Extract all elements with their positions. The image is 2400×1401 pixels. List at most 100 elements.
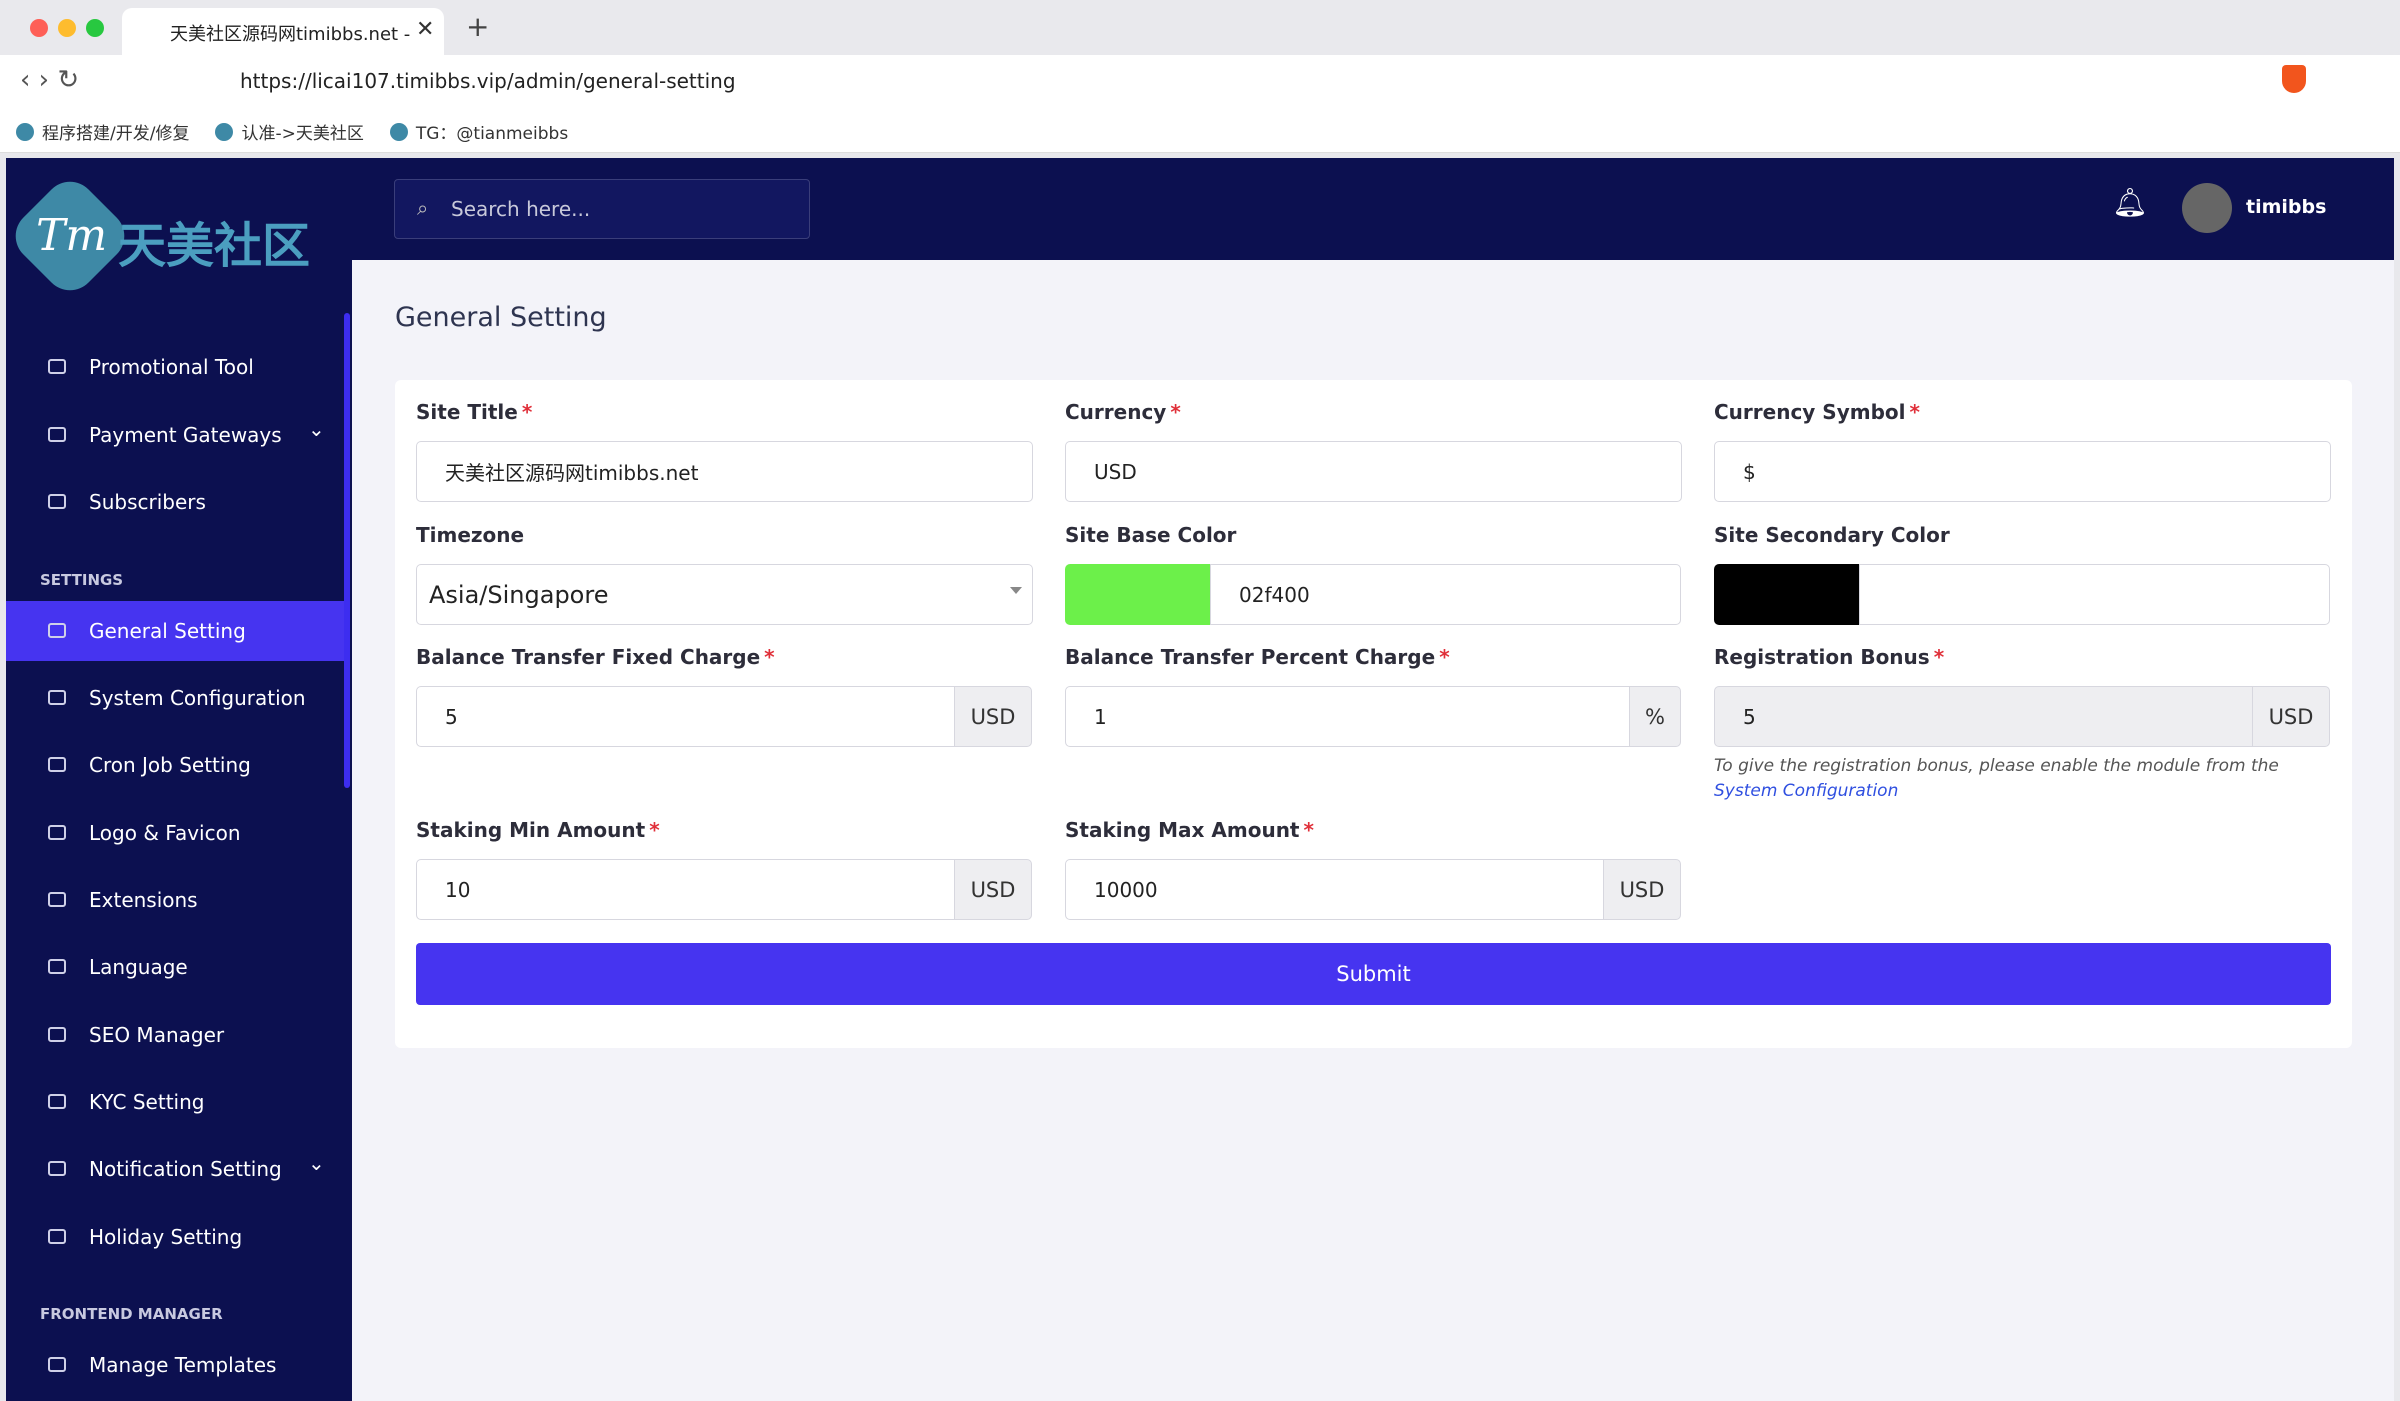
text-input[interactable]: 5 <box>1714 686 2253 747</box>
nav-label: System Configuration <box>89 686 306 710</box>
select-arrow <box>1010 587 1022 600</box>
text-input[interactable]: $ <box>1714 441 2331 502</box>
search-box[interactable]: ⌕ Search here... <box>394 179 810 239</box>
field-label: Timezone <box>416 523 524 547</box>
tab-bar: 天美社区源码网timibbs.net - C ✕ + <box>0 0 2400 55</box>
text-input[interactable]: USD <box>1065 441 1682 502</box>
url[interactable]: https://licai107.timibbs.vip/admin/gener… <box>240 69 736 93</box>
color-input[interactable] <box>1859 564 2330 625</box>
search-placeholder: Search here... <box>451 197 591 221</box>
nav-item[interactable]: General Setting <box>6 601 344 661</box>
nav-icon <box>48 1094 66 1109</box>
input-suffix: % <box>1629 686 1681 747</box>
input-value: 5 <box>445 704 458 729</box>
field-label: Balance Transfer Fixed Charge * <box>416 645 775 669</box>
nav-label: Payment Gateways <box>89 423 282 447</box>
nav-label: Subscribers <box>89 490 206 514</box>
nav-icon <box>48 1027 66 1042</box>
bookmark-icon <box>16 122 34 141</box>
nav-icon <box>48 690 66 705</box>
input-value: USD <box>1094 459 1137 484</box>
input-value: $ <box>1743 459 1756 484</box>
nav-item[interactable]: Manage Templates <box>6 1335 344 1395</box>
tab-title: 天美社区源码网timibbs.net - C <box>170 24 410 45</box>
nav-item[interactable]: Cron Job Setting <box>6 735 344 795</box>
nav-caret: ⌄ <box>308 1151 325 1175</box>
text-input[interactable]: 10 <box>416 859 955 920</box>
avatar[interactable] <box>2182 183 2232 233</box>
settings-card: Site Title * 天美社区源码网timibbs.net Currency * US… <box>395 380 2352 1048</box>
nav-caret: ⌄ <box>308 417 325 441</box>
input-value: 10000 <box>1094 877 1158 902</box>
label-text: Site Secondary Color <box>1714 523 1950 547</box>
input-value: Asia/Singapore <box>429 580 609 609</box>
nav-icon <box>48 427 66 442</box>
label-text: Currency <box>1065 400 1167 424</box>
field-label: Currency * <box>1065 400 1181 424</box>
input-suffix: USD <box>2252 686 2330 747</box>
input-suffix: USD <box>954 686 1032 747</box>
top-header: ⌕ Search here... 🔔︎ timibbs <box>352 158 2394 260</box>
nav-item[interactable]: Promotional Tool <box>6 337 344 397</box>
field-label: Site Base Color <box>1065 523 1236 547</box>
color-input[interactable]: 02f400 <box>1210 564 1681 625</box>
text-input[interactable]: 5 <box>416 686 955 747</box>
nav-item[interactable]: Extensions <box>6 870 344 930</box>
nav-icon <box>48 825 66 840</box>
nav-icon <box>48 494 66 509</box>
field-label: Site Title * <box>416 400 532 424</box>
bookmark[interactable]: 程序搭建/开发/修复 <box>16 119 189 144</box>
color-swatch[interactable] <box>1065 564 1211 625</box>
submit-button[interactable]: Submit <box>416 943 2331 1005</box>
section-label: FRONTEND MANAGER <box>40 1305 223 1323</box>
bookmark[interactable]: TG：@tianmeibbs <box>389 119 569 144</box>
note-link[interactable]: System Configuration <box>1714 781 1899 801</box>
nav-label: Notification Setting <box>89 1157 282 1181</box>
select-input[interactable]: Asia/Singapore <box>416 564 1033 625</box>
new-tab[interactable]: + <box>466 10 490 43</box>
nav-item[interactable]: Subscribers <box>6 472 344 532</box>
required-mark: * <box>1909 400 1920 424</box>
bookmark-label: TG：@tianmeibbs <box>415 124 569 144</box>
nav-item[interactable]: SEO Manager <box>6 1005 344 1065</box>
required-mark: * <box>764 645 775 669</box>
input-suffix: USD <box>954 859 1032 920</box>
logo-text: 天美社区 <box>118 218 311 274</box>
tab[interactable]: 天美社区源码网timibbs.net - C ✕ <box>122 8 444 55</box>
input-suffix: USD <box>1603 859 1681 920</box>
text-input[interactable]: 天美社区源码网timibbs.net <box>416 441 1033 502</box>
bookmark-label: 程序搭建/开发/修复 <box>42 124 190 144</box>
required-mark: * <box>1933 645 1945 669</box>
nav-item[interactable]: Payment Gateways ⌄ <box>6 405 344 465</box>
field-label: Staking Max Amount * <box>1065 818 1314 842</box>
nav-item[interactable]: System Configuration <box>6 668 344 728</box>
nav-item[interactable]: KYC Setting <box>6 1072 344 1132</box>
label-text: Balance Transfer Fixed Charge <box>416 645 761 669</box>
input-value: 10 <box>445 877 471 902</box>
nav-item[interactable]: Language <box>6 937 344 997</box>
input-value: 5 <box>1743 704 1756 729</box>
text-input[interactable]: 1 <box>1065 686 1630 747</box>
bookmark[interactable]: 认准->天美社区 <box>215 119 364 144</box>
bookmark-icon <box>389 122 408 141</box>
nav-label: Promotional Tool <box>89 355 254 379</box>
nav-label: Extensions <box>89 888 198 912</box>
nav-label: KYC Setting <box>89 1090 205 1114</box>
nav-label: SEO Manager <box>89 1023 225 1047</box>
nav-label: Language <box>89 955 188 979</box>
nav-item[interactable]: Notification Setting ⌄ <box>6 1139 344 1199</box>
nav-item[interactable]: Holiday Setting <box>6 1207 344 1267</box>
nav-label: Cron Job Setting <box>89 753 251 777</box>
label-text: Staking Min Amount <box>416 818 646 842</box>
field-label: Balance Transfer Percent Charge * <box>1065 645 1450 669</box>
nav-item[interactable]: Logo & Favicon <box>6 803 344 863</box>
required-mark: * <box>1303 818 1314 842</box>
username[interactable]: timibbs <box>2246 196 2327 218</box>
text-input[interactable]: 10000 <box>1065 859 1604 920</box>
bookmark-label: 认准->天美社区 <box>241 124 364 144</box>
label-text: Timezone <box>416 523 525 547</box>
page-title: General Setting <box>395 302 607 333</box>
notification-bell[interactable]: 🔔︎ <box>2112 186 2148 219</box>
color-swatch[interactable] <box>1714 564 1860 625</box>
